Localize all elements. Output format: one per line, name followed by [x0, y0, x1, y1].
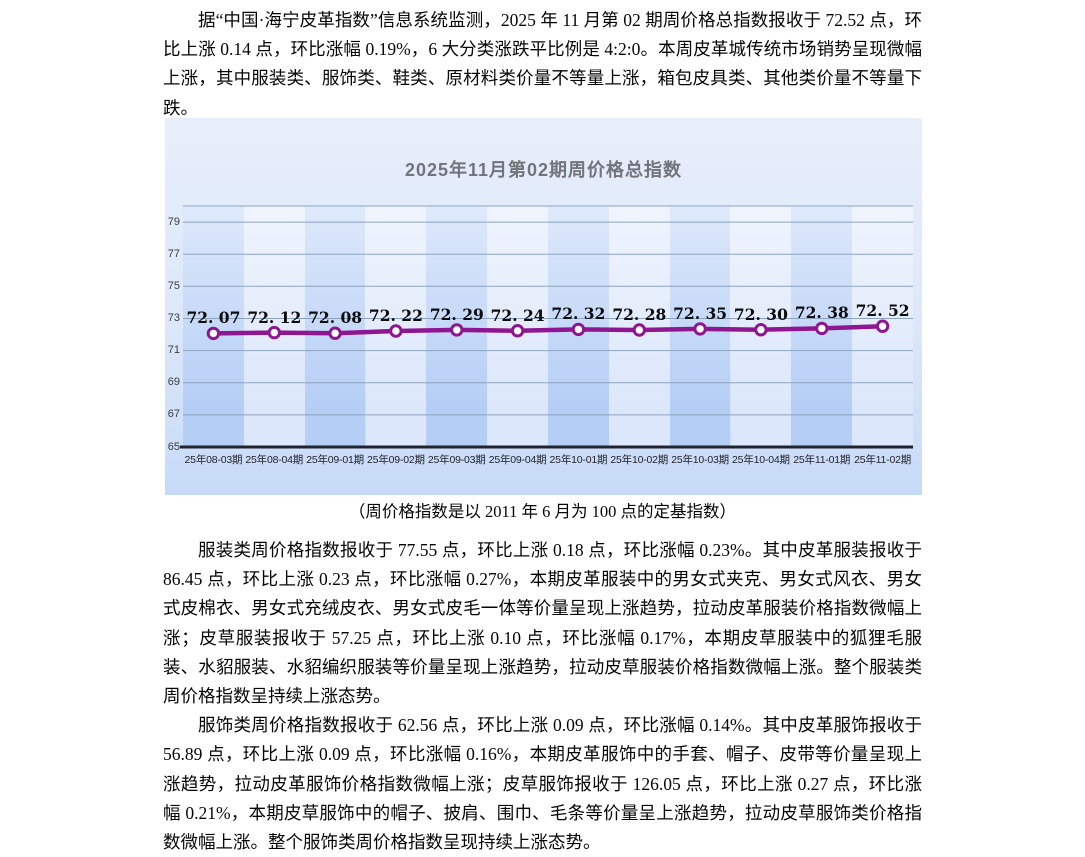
x-axis-tick-label: 25年11-02期 — [854, 454, 912, 466]
x-axis-tick-label: 25年08-04期 — [245, 454, 304, 466]
y-axis-tick-label: 73 — [167, 312, 180, 324]
data-point-label: 72. 12 — [247, 307, 302, 327]
x-axis-tick-label: 25年09-04期 — [488, 454, 547, 466]
x-axis-tick-label: 25年10-04期 — [732, 454, 790, 466]
plot-gradient-overlay — [183, 206, 913, 447]
body-text: 服装类周价格指数报收于 77.55 点，环比上涨 0.18 点，环比涨幅 0.2… — [163, 536, 922, 857]
chart-caption: （周价格指数是以 2011 年 6 月为 100 点的定基指数） — [348, 502, 737, 521]
data-point-label: 72. 38 — [794, 303, 849, 323]
data-point-label: 72. 30 — [733, 304, 788, 324]
y-axis-tick-label: 67 — [167, 408, 180, 421]
paragraph-accessories-index: 服饰类周价格指数报收于 62.56 点，环比上涨 0.09 点，环比涨幅 0.1… — [163, 715, 922, 853]
x-axis-tick-label: 25年10-02期 — [610, 454, 669, 466]
x-axis-tick-label: 25年09-03期 — [427, 454, 486, 466]
paragraph-clothing-index: 服装类周价格指数报收于 77.55 点，环比上涨 0.18 点，环比涨幅 0.2… — [163, 540, 922, 707]
x-axis-tick-label: 25年09-01期 — [306, 454, 364, 466]
data-point-label: 72. 52 — [855, 301, 910, 321]
x-axis-tick-label: 25年10-03期 — [671, 454, 729, 466]
data-point-label: 72. 07 — [186, 308, 241, 328]
chart-title: 2025年11月第02期周价格总指数 — [404, 160, 683, 180]
data-point-label: 72. 32 — [551, 304, 606, 324]
y-axis-tick-label: 65 — [167, 440, 180, 453]
y-axis-tick-label: 71 — [167, 344, 180, 357]
x-axis-tick-label: 25年11-01期 — [793, 454, 851, 466]
y-axis-tick-label: 79 — [167, 215, 180, 228]
y-axis-tick-label: 69 — [167, 376, 180, 389]
data-point-label: 72. 22 — [368, 306, 423, 325]
x-axis-tick-label: 25年09-02期 — [367, 454, 425, 466]
price-index-chart: 2025年11月第02期周价格总指数 65 67 69 71 73 75 77 79 25年08… — [165, 118, 922, 495]
chart-plot-area: 65 67 69 71 73 75 77 79 25年08-03期 25年08-04期 25年09-… — [168, 205, 913, 466]
data-point-label: 72. 08 — [308, 308, 363, 328]
x-axis-tick-label: 25年08-03期 — [184, 454, 243, 466]
y-axis-tick-label: 75 — [167, 279, 180, 292]
data-point-label: 72. 24 — [490, 305, 545, 325]
data-point-label: 72. 29 — [429, 304, 484, 324]
data-point-label: 72. 35 — [673, 303, 728, 323]
line-series-svg — [180, 205, 913, 449]
data-point-label: 72. 28 — [612, 305, 667, 324]
y-axis-tick-label: 77 — [167, 247, 180, 260]
x-axis-tick-label: 25年10-01期 — [549, 454, 608, 466]
paragraph-summary: 据“中国·海宁皮革指数”信息系统监测，2025 年 11 月第 02 期周价格总… — [163, 10, 922, 118]
